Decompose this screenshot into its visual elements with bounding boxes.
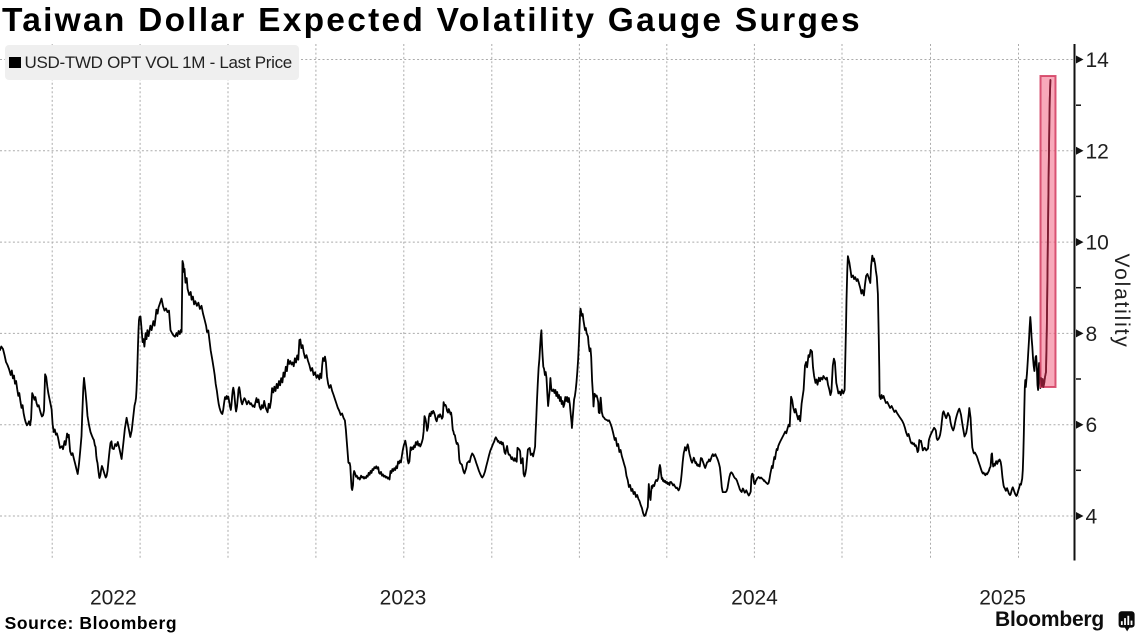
svg-text:2022: 2022 [90,587,137,610]
svg-text:2024: 2024 [731,587,778,610]
svg-text:14: 14 [1086,49,1110,72]
svg-text:10: 10 [1086,232,1109,255]
svg-text:12: 12 [1086,140,1109,163]
svg-text:8: 8 [1086,323,1098,346]
svg-text:2023: 2023 [380,587,427,610]
svg-text:2025: 2025 [979,587,1026,610]
svg-text:4: 4 [1086,506,1098,529]
svg-text:6: 6 [1086,414,1098,437]
